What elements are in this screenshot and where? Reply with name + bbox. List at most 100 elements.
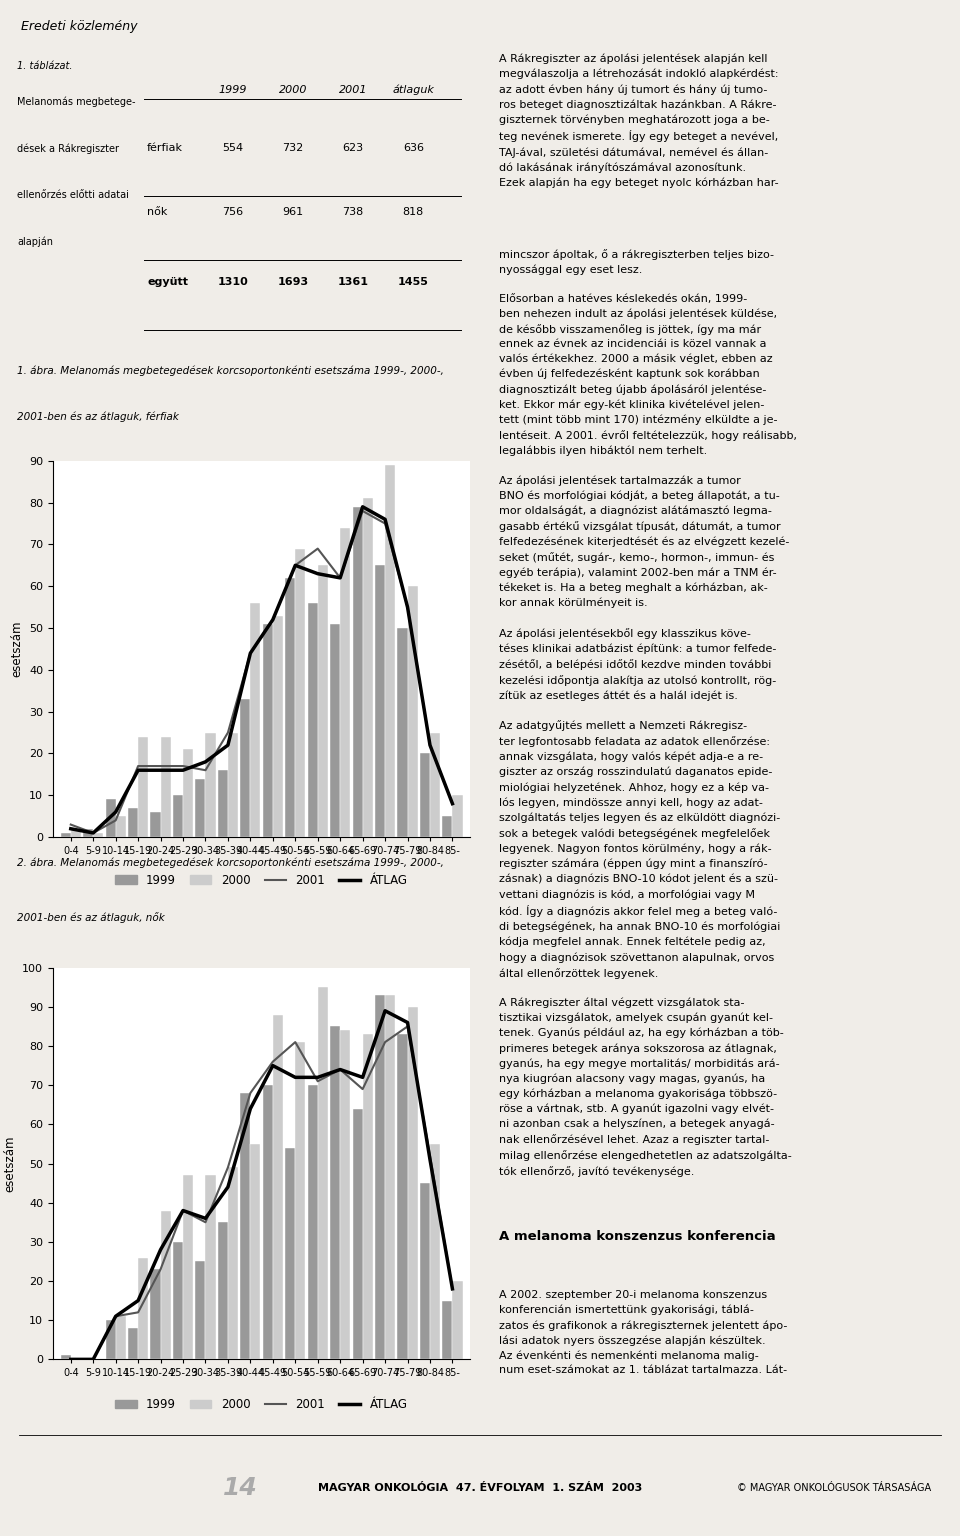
Bar — [307, 604, 318, 837]
Bar — [228, 1167, 238, 1359]
Bar — [128, 1329, 138, 1359]
Text: 2001-ben és az átlaguk, nők: 2001-ben és az átlaguk, nők — [17, 912, 165, 923]
Bar — [228, 733, 238, 837]
Bar — [397, 1034, 408, 1359]
Bar — [218, 770, 228, 837]
Text: 636: 636 — [403, 143, 423, 154]
Bar — [240, 1094, 251, 1359]
Bar — [84, 829, 93, 837]
Bar — [330, 624, 340, 837]
Text: nők: nők — [147, 207, 168, 218]
Bar — [430, 1144, 440, 1359]
Text: © MAGYAR ONKOLÓGUSOK TÁRSASÁGA: © MAGYAR ONKOLÓGUSOK TÁRSASÁGA — [737, 1482, 931, 1493]
Text: MAGYAR ONKOLÓGIA  47. ÉVFOLYAM  1. SZÁM  2003: MAGYAR ONKOLÓGIA 47. ÉVFOLYAM 1. SZÁM 20… — [318, 1482, 642, 1493]
Bar — [385, 465, 396, 837]
Bar — [138, 737, 148, 837]
Bar — [352, 507, 363, 837]
Bar — [430, 733, 440, 837]
Text: ellenőrzés előtti adatai: ellenőrzés előtti adatai — [17, 190, 130, 200]
Bar — [263, 1086, 273, 1359]
Bar — [183, 1175, 193, 1359]
Text: 1361: 1361 — [338, 278, 369, 287]
Bar — [397, 628, 408, 837]
Text: mincszor ápoltak, ő a rákregiszterben teljes bizo-
nyossággal egy eset lesz.

El: mincszor ápoltak, ő a rákregiszterben te… — [499, 249, 797, 1177]
Bar — [385, 995, 396, 1359]
Bar — [173, 796, 183, 837]
Text: 1. táblázat.: 1. táblázat. — [17, 61, 73, 72]
Bar — [285, 1147, 296, 1359]
Text: 2000: 2000 — [278, 84, 307, 95]
Bar — [340, 1031, 350, 1359]
Text: 1693: 1693 — [277, 278, 308, 287]
Y-axis label: esetszám: esetszám — [11, 621, 23, 677]
Bar — [273, 616, 283, 837]
Text: A 2002. szeptember 20-i melanoma konszenzus
konferencián ismertettünk gyakoriság: A 2002. szeptember 20-i melanoma konszen… — [499, 1290, 787, 1375]
Text: 2001: 2001 — [339, 84, 368, 95]
Text: férfiak: férfiak — [147, 143, 183, 154]
Bar — [205, 733, 216, 837]
Bar — [138, 1258, 148, 1359]
Bar — [196, 779, 205, 837]
Bar — [375, 565, 385, 837]
Text: Eredeti közlemény: Eredeti közlemény — [21, 20, 137, 34]
Text: 14: 14 — [223, 1476, 257, 1499]
Bar — [106, 800, 115, 837]
Text: 1310: 1310 — [217, 278, 248, 287]
Bar — [420, 754, 430, 837]
Bar — [273, 1015, 283, 1359]
Bar — [296, 1041, 305, 1359]
Bar — [160, 737, 171, 837]
Y-axis label: esetszám: esetszám — [4, 1135, 16, 1192]
Text: 1. ábra. Melanomás megbetegedések korcsoportonkénti esetszáma 1999-, 2000-,: 1. ábra. Melanomás megbetegedések korcso… — [17, 366, 444, 376]
Text: A Rákregiszter az ápolási jelentések alapján kell
megválaszolja a létrehozását i: A Rákregiszter az ápolási jelentések ala… — [499, 54, 779, 187]
Bar — [128, 808, 138, 837]
Bar — [183, 750, 193, 837]
Bar — [240, 699, 251, 837]
Bar — [173, 1241, 183, 1359]
Bar — [196, 1261, 205, 1359]
Text: 1999: 1999 — [219, 84, 247, 95]
Text: 818: 818 — [402, 207, 424, 218]
Bar — [340, 528, 350, 837]
Bar — [363, 1034, 372, 1359]
Bar — [443, 816, 452, 837]
Text: 756: 756 — [222, 207, 243, 218]
Bar — [420, 1183, 430, 1359]
Text: 738: 738 — [343, 207, 364, 218]
Text: átlaguk: átlaguk — [393, 84, 434, 95]
Bar — [263, 624, 273, 837]
Bar — [60, 1355, 71, 1359]
Text: 554: 554 — [222, 143, 243, 154]
Text: 2. ábra. Melanomás megbetegedések korcsoportonkénti esetszáma 1999-, 2000-,: 2. ábra. Melanomás megbetegedések korcso… — [17, 857, 444, 868]
Text: együtt: együtt — [147, 278, 188, 287]
Bar — [71, 829, 81, 837]
Text: 623: 623 — [343, 143, 364, 154]
Legend: 1999, 2000, 2001, ÁTLAG: 1999, 2000, 2001, ÁTLAG — [110, 869, 413, 891]
Bar — [151, 813, 160, 837]
Bar — [285, 578, 296, 837]
Bar — [307, 1086, 318, 1359]
Text: 1455: 1455 — [397, 278, 429, 287]
Bar — [106, 1321, 115, 1359]
Bar — [93, 833, 104, 837]
Bar — [452, 1281, 463, 1359]
Bar — [318, 988, 327, 1359]
Bar — [363, 499, 372, 837]
Bar — [452, 796, 463, 837]
Bar — [218, 1223, 228, 1359]
Bar — [408, 587, 418, 837]
Bar — [375, 995, 385, 1359]
Bar — [160, 1210, 171, 1359]
Text: dések a Rákregiszter: dések a Rákregiszter — [17, 143, 119, 154]
Bar — [251, 1144, 260, 1359]
Bar — [296, 548, 305, 837]
Bar — [60, 833, 71, 837]
Text: alapján: alapján — [17, 237, 54, 247]
Bar — [251, 604, 260, 837]
Bar — [318, 565, 327, 837]
Bar — [352, 1109, 363, 1359]
Bar — [205, 1175, 216, 1359]
Bar — [151, 1269, 160, 1359]
Text: 961: 961 — [282, 207, 303, 218]
Text: Melanomás megbetege-: Melanomás megbetege- — [17, 97, 135, 108]
